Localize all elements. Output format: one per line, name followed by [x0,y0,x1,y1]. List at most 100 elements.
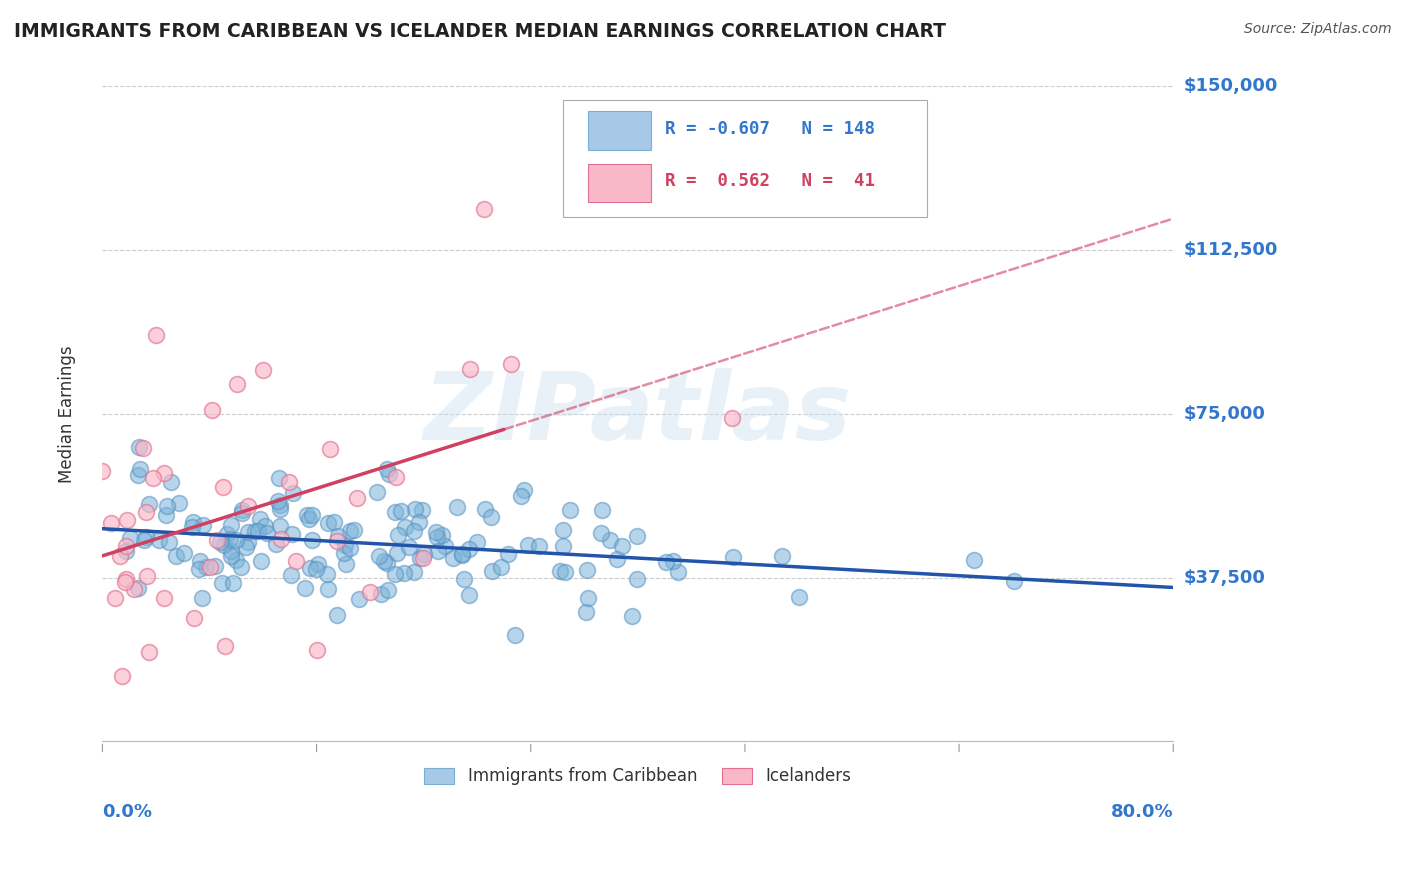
Point [387,528,409,542]
Point [264,537,287,551]
Point [211,480,233,494]
Point [108,549,131,563]
Point [576,563,599,577]
Point [404,501,426,516]
Point [153,591,176,606]
Point [135,505,157,519]
Point [295,508,318,522]
Point [326,529,349,543]
Point [368,549,391,563]
Point [269,471,291,485]
Point [721,549,744,564]
Point [366,484,388,499]
Point [479,509,502,524]
Point [342,523,364,537]
Point [225,533,247,547]
Point [503,628,526,642]
Point [620,609,643,624]
Text: $150,000: $150,000 [1184,78,1278,95]
Point [135,569,157,583]
Point [333,546,356,560]
Point [441,551,464,566]
Point [662,554,685,568]
Point [214,639,236,653]
Point [204,558,226,573]
Point [298,561,321,575]
Point [335,538,357,552]
Point [221,576,243,591]
Point [378,467,401,482]
Point [236,499,259,513]
Point [375,557,398,571]
Point [307,557,329,571]
Text: Source: ZipAtlas.com: Source: ZipAtlas.com [1244,22,1392,37]
Point [392,566,415,580]
Point [606,551,628,566]
Point [231,506,253,520]
Point [412,550,434,565]
Point [453,572,475,586]
Point [319,442,342,456]
Point [243,524,266,539]
Point [167,496,190,510]
Point [115,539,138,553]
Point [499,357,522,371]
Point [458,361,481,376]
Point [425,525,447,540]
Point [183,610,205,624]
Point [284,554,307,568]
Point [409,551,432,566]
Point [510,489,533,503]
Point [489,560,512,574]
Point [122,582,145,596]
Point [384,505,406,519]
Point [512,483,534,497]
Point [548,564,571,578]
Point [267,493,290,508]
Point [385,545,408,559]
Point [516,538,538,552]
Text: R = -0.607   N = 148: R = -0.607 N = 148 [665,120,875,138]
Point [148,533,170,547]
Point [193,517,215,532]
Point [152,466,174,480]
Point [474,502,496,516]
Point [225,553,247,567]
Point [481,564,503,578]
Text: ZIPatlas: ZIPatlas [423,368,852,460]
Point [373,554,395,568]
Point [359,585,381,599]
Point [432,528,454,542]
Point [434,539,457,553]
Point [115,543,138,558]
Point [155,508,177,522]
Point [412,547,434,561]
Point [450,547,472,561]
Point [249,512,271,526]
Point [554,565,576,579]
Point [198,560,221,574]
Point [301,533,323,547]
Point [270,532,292,546]
Point [450,548,472,562]
Point [181,516,204,530]
Point [404,565,426,579]
Point [211,576,233,591]
Point [385,470,408,484]
Point [458,541,481,556]
Point [191,591,214,605]
Point [1002,574,1025,588]
Point [963,553,986,567]
Point [205,533,228,547]
Point [212,538,235,552]
Point [298,511,321,525]
Point [427,544,450,558]
Point [111,669,134,683]
FancyBboxPatch shape [562,100,927,218]
Point [472,202,495,216]
Text: $75,000: $75,000 [1184,405,1265,423]
Point [446,500,468,515]
Point [599,533,621,547]
Point [375,461,398,475]
Point [654,555,676,569]
